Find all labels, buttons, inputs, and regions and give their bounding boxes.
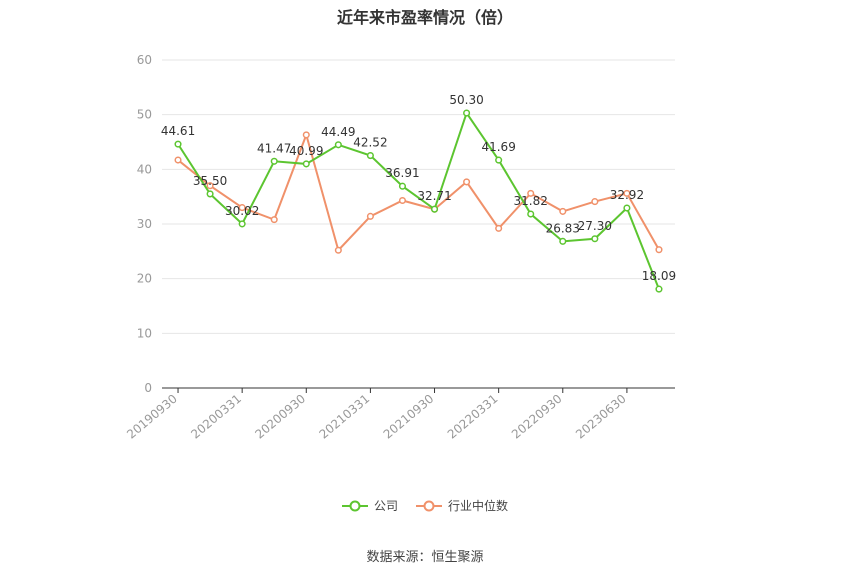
data-label: 18.09	[642, 269, 676, 283]
series-0-point	[270, 157, 278, 165]
chart-title: 近年来市盈率情况（倍）	[336, 8, 513, 27]
series-0-point	[559, 237, 567, 245]
data-label: 32.71	[417, 189, 451, 203]
data-label: 50.30	[449, 93, 483, 107]
x-tick-label: 20210331	[317, 392, 373, 442]
series-1-point	[398, 196, 407, 205]
data-label: 36.91	[385, 166, 419, 180]
data-label: 35.50	[193, 174, 227, 188]
data-label: 41.47	[257, 141, 291, 155]
series-1-point	[334, 246, 342, 254]
series-1-point	[174, 156, 182, 164]
series-0-point	[238, 220, 246, 228]
y-tick-label: 50	[137, 108, 152, 122]
series-1-point	[270, 216, 278, 224]
data-label: 26.83	[546, 221, 580, 235]
series-1-point	[238, 204, 246, 212]
legend-company-marker	[341, 500, 368, 511]
series-0-point	[206, 190, 214, 198]
x-tick-label: 20200331	[188, 392, 244, 442]
y-tick-label: 30	[137, 217, 152, 231]
series-0-point	[495, 156, 503, 164]
series-0-point	[623, 204, 631, 212]
y-tick-label: 40	[137, 162, 152, 176]
y-tick-label: 0	[144, 381, 152, 395]
series-0-point	[527, 210, 535, 218]
data-label: 44.49	[321, 125, 355, 139]
legend-company-label: 公司	[373, 499, 398, 513]
series-0-point	[366, 152, 374, 160]
data-label: 40.99	[289, 144, 323, 158]
chart-legend: 公司 行业中位数	[0, 497, 850, 514]
x-tick-label: 20230630	[573, 392, 629, 442]
series-1-point	[591, 198, 599, 206]
data-label: 41.69	[481, 140, 515, 154]
x-tick-label: 20220930	[509, 392, 565, 442]
series-1-point	[366, 212, 374, 220]
series-1-point	[527, 189, 535, 197]
series-0-point	[463, 109, 471, 117]
y-tick-label: 20	[137, 272, 152, 286]
series-0-point	[334, 141, 342, 149]
data-label: 30.02	[225, 204, 259, 218]
legend-industry-label: 行业中位数	[448, 499, 509, 513]
series-0-point	[655, 285, 663, 293]
data-label: 44.61	[161, 124, 195, 138]
x-tick-label: 20220331	[445, 392, 501, 442]
series-1-point	[623, 189, 631, 197]
series-line-1	[177, 131, 660, 253]
series-0-point	[430, 205, 439, 213]
series-line-0	[177, 110, 660, 290]
data-label: 31.82	[514, 194, 548, 208]
series-0-point	[174, 140, 182, 148]
data-label: 32.92	[610, 188, 644, 202]
data-label: 27.30	[578, 219, 612, 233]
series-1-point	[559, 207, 567, 215]
series-0-point	[302, 160, 310, 168]
legend-item-industry-median[interactable]: 行业中位数	[416, 497, 508, 514]
series-1-point	[463, 178, 471, 186]
y-tick-label: 10	[137, 326, 152, 340]
y-tick-label: 60	[137, 53, 152, 67]
series-0-point	[591, 235, 599, 243]
legend-item-company[interactable]: 公司	[341, 497, 398, 514]
series-1-point	[302, 131, 310, 139]
series-0-point	[398, 182, 407, 190]
x-tick-label: 20190930	[124, 392, 180, 442]
x-tick-label: 20210930	[381, 392, 437, 442]
data-source: 数据来源：恒生聚源	[366, 550, 484, 565]
data-label: 42.52	[353, 136, 387, 150]
legend-industry-marker	[416, 500, 442, 511]
x-tick-label: 20200930	[252, 392, 308, 442]
series-1-point	[206, 182, 214, 190]
series-1-point	[495, 224, 503, 232]
series-1-point	[655, 246, 663, 254]
